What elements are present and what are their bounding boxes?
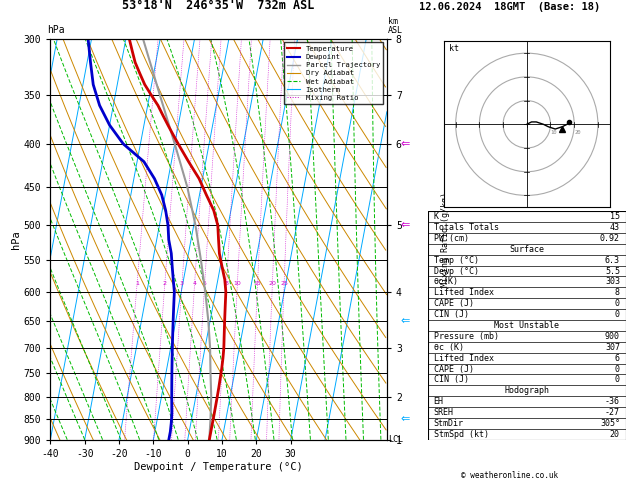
- Text: LCL: LCL: [388, 435, 403, 444]
- Text: Surface: Surface: [509, 245, 544, 254]
- Text: 53°18'N  246°35'W  732m ASL: 53°18'N 246°35'W 732m ASL: [123, 0, 314, 12]
- Text: 900: 900: [605, 332, 620, 341]
- Text: 25: 25: [280, 281, 288, 286]
- Text: K: K: [433, 212, 438, 221]
- Text: 0: 0: [615, 310, 620, 319]
- Text: 20: 20: [269, 281, 276, 286]
- Text: PW (cm): PW (cm): [433, 234, 469, 243]
- Text: 10: 10: [550, 130, 557, 135]
- Text: 15: 15: [610, 212, 620, 221]
- Text: 8: 8: [225, 281, 228, 286]
- Text: CAPE (J): CAPE (J): [433, 299, 474, 308]
- Text: 303: 303: [605, 278, 620, 286]
- Text: 12.06.2024  18GMT  (Base: 18): 12.06.2024 18GMT (Base: 18): [419, 2, 600, 12]
- Text: SREH: SREH: [433, 408, 454, 417]
- Text: 6.3: 6.3: [605, 256, 620, 265]
- Text: Pressure (mb): Pressure (mb): [433, 332, 499, 341]
- Text: CIN (J): CIN (J): [433, 376, 469, 384]
- Text: 5: 5: [203, 281, 206, 286]
- Text: kt: kt: [448, 44, 459, 53]
- Text: Most Unstable: Most Unstable: [494, 321, 559, 330]
- Text: 305°: 305°: [600, 419, 620, 428]
- Text: 307: 307: [605, 343, 620, 352]
- Text: θc(K): θc(K): [433, 278, 459, 286]
- Text: ⇐: ⇐: [401, 414, 410, 424]
- Text: © weatheronline.co.uk: © weatheronline.co.uk: [461, 471, 558, 480]
- Text: 15: 15: [253, 281, 261, 286]
- Text: ⇐: ⇐: [401, 316, 410, 326]
- Text: 0: 0: [615, 364, 620, 374]
- Legend: Temperature, Dewpoint, Parcel Trajectory, Dry Adiabat, Wet Adiabat, Isotherm, Mi: Temperature, Dewpoint, Parcel Trajectory…: [284, 42, 383, 104]
- Text: 6: 6: [615, 354, 620, 363]
- Text: 3: 3: [180, 281, 184, 286]
- Text: 20: 20: [610, 430, 620, 439]
- X-axis label: Dewpoint / Temperature (°C): Dewpoint / Temperature (°C): [134, 462, 303, 471]
- Text: 10: 10: [233, 281, 241, 286]
- Y-axis label: Mixing Ratio (g/kg): Mixing Ratio (g/kg): [441, 192, 450, 287]
- Text: 2: 2: [163, 281, 167, 286]
- Text: 4: 4: [192, 281, 196, 286]
- Text: -36: -36: [605, 397, 620, 406]
- Text: hPa: hPa: [47, 25, 65, 35]
- Text: 20: 20: [574, 130, 581, 135]
- Text: 43: 43: [610, 223, 620, 232]
- Text: StmDir: StmDir: [433, 419, 464, 428]
- Text: 5.5: 5.5: [605, 266, 620, 276]
- Text: km
ASL: km ASL: [388, 17, 403, 35]
- Text: CIN (J): CIN (J): [433, 310, 469, 319]
- Text: 0.92: 0.92: [600, 234, 620, 243]
- Text: ⇐: ⇐: [401, 220, 410, 230]
- Text: θc (K): θc (K): [433, 343, 464, 352]
- Text: Lifted Index: Lifted Index: [433, 288, 494, 297]
- Text: 0: 0: [615, 299, 620, 308]
- Text: EH: EH: [433, 397, 443, 406]
- Text: Hodograph: Hodograph: [504, 386, 549, 395]
- Text: 1: 1: [135, 281, 139, 286]
- Text: Dewp (°C): Dewp (°C): [433, 266, 479, 276]
- Text: Totals Totals: Totals Totals: [433, 223, 499, 232]
- Text: ⇐: ⇐: [401, 139, 410, 149]
- Text: StmSpd (kt): StmSpd (kt): [433, 430, 489, 439]
- Text: Lifted Index: Lifted Index: [433, 354, 494, 363]
- Text: 0: 0: [615, 376, 620, 384]
- Y-axis label: hPa: hPa: [11, 230, 21, 249]
- Text: Temp (°C): Temp (°C): [433, 256, 479, 265]
- Text: -27: -27: [605, 408, 620, 417]
- Text: CAPE (J): CAPE (J): [433, 364, 474, 374]
- Text: 8: 8: [615, 288, 620, 297]
